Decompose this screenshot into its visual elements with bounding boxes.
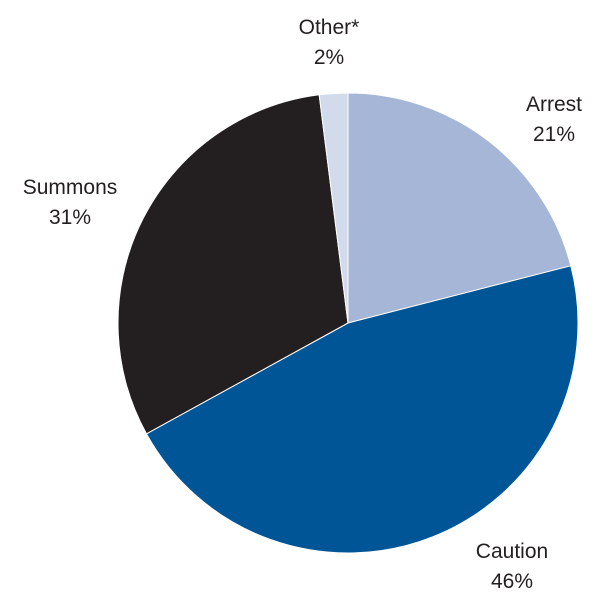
other-percent: 2% [314,46,344,69]
other-slice [318,92,349,324]
arrest-label: Arrest [526,93,582,116]
caution-percent: 46% [491,570,533,593]
other-label: Other* [299,16,360,39]
arrest-slice [347,92,572,324]
pie-labels: Arrest 21% Caution 46% Summons 31% Other… [23,16,582,593]
summons-label: Summons [23,176,118,199]
arrest-percent: 21% [533,123,575,146]
caution-slice [145,265,579,554]
pie-slices [117,92,579,554]
summons-percent: 31% [49,206,91,229]
caution-label: Caution [476,540,548,563]
summons-slice [117,94,349,435]
